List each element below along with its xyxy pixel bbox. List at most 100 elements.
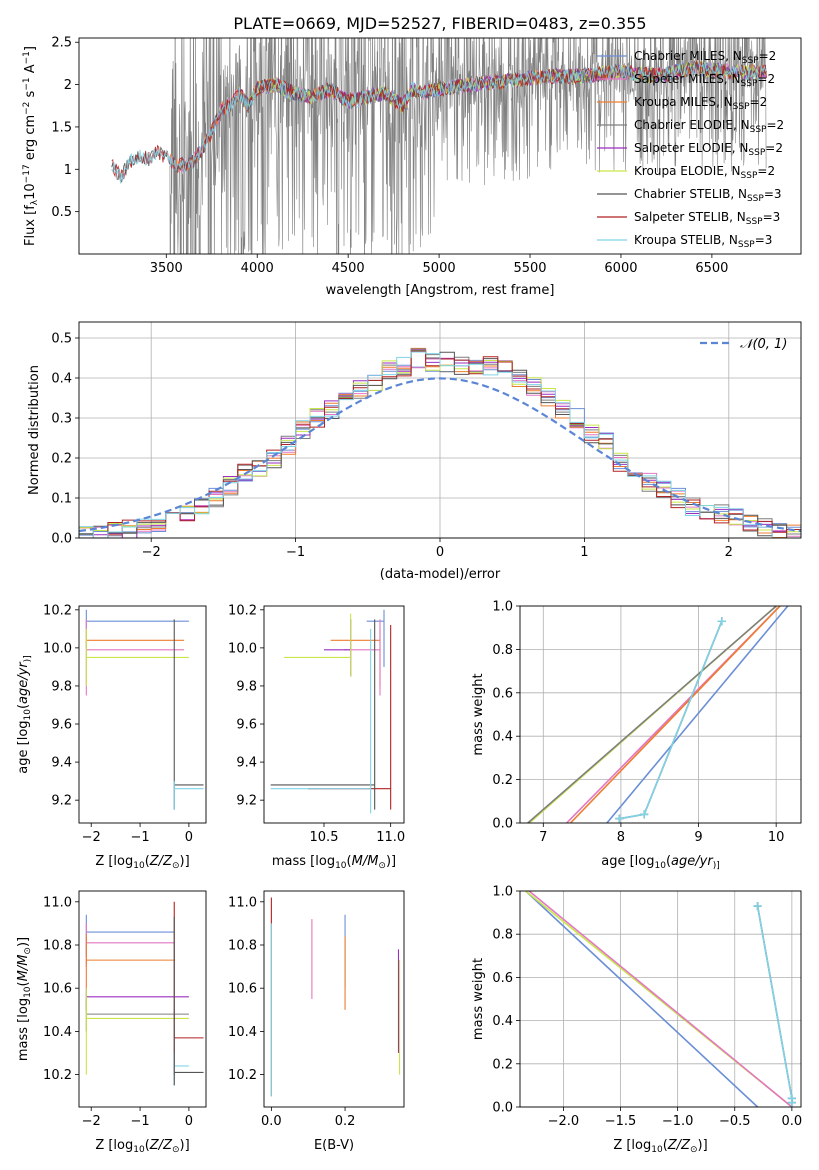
histogram-step (79, 351, 801, 538)
x-tick-label: 2 (725, 545, 733, 560)
y-tick-label: 9.8 (236, 679, 257, 694)
model-line-kroupa-stelib (111, 61, 767, 184)
y-tick-label: 2 (64, 78, 72, 93)
legend-label: Chabrier ELODIE, NSSP=2 (634, 118, 784, 135)
y-tick-label: 0.2 (51, 452, 72, 467)
x-tick-label: 10.5 (310, 830, 339, 845)
y-tick-label: 1.0 (492, 600, 513, 615)
y-tick-label: 0.2 (492, 773, 513, 788)
weight_vs_Z-axes: −2.0 −1.5 −1.0 −0.5 0.0 0.0 0.2 0.4 0.6 0.8 1.0 (492, 885, 802, 1130)
weight-line (569, 606, 781, 823)
y-tick-label: 0.5 (51, 205, 72, 220)
y-tick-label: 9.2 (51, 794, 72, 809)
x-tick-label: −1.5 (605, 1114, 637, 1129)
data-spectrum-line (169, 38, 767, 254)
weight_vs_age-xlabel: age [log10(age/yr)] (601, 854, 719, 871)
legend-label: Kroupa STELIB, NSSP=3 (634, 233, 772, 250)
y-tick-label: 10.6 (228, 982, 257, 997)
y-tick-label: 10.0 (228, 641, 257, 656)
age_vs_mass-xlabel: mass [log10(M/M⊙)] (272, 854, 396, 871)
x-tick-label: −1 (130, 830, 149, 845)
legend-label: 𝒩(0, 1) (740, 337, 787, 352)
x-tick-label: −0.5 (719, 1114, 751, 1129)
x-tick-label: −1 (130, 1114, 149, 1129)
spectrum-frame (78, 37, 802, 255)
y-tick-label: 10.2 (228, 603, 257, 618)
x-tick-label: −2 (82, 1114, 101, 1129)
spectrum-legend: Chabrier MILES, NSSP=2 Salpeter MILES, NS… (597, 49, 784, 250)
y-tick-label: 0.5 (51, 332, 72, 347)
y-tick-label: 9.4 (236, 756, 257, 771)
weight_vs_age-plot (527, 606, 789, 823)
y-tick-label: 2.5 (51, 36, 72, 51)
weight-line (756, 905, 793, 1103)
weight-marker (787, 1098, 796, 1107)
legend-label: Kroupa MILES, NSSP=2 (634, 95, 767, 112)
y-tick-label: 0.6 (492, 686, 513, 701)
gaussian-curve (79, 377, 801, 533)
mass_vs_Z-xlabel: Z [log10(Z/Z⊙)] (95, 1138, 189, 1155)
x-tick-label: −2 (82, 830, 101, 845)
y-tick-label: 10.2 (228, 1068, 257, 1083)
residuals-ylabel: Normed distribution (27, 365, 42, 495)
y-tick-label: 9.8 (51, 679, 72, 694)
y-tick-label: 1 (64, 163, 72, 178)
y-tick-label: 0.0 (492, 817, 513, 832)
x-tick-label: 11.0 (376, 830, 405, 845)
y-tick-label: 10.8 (228, 939, 257, 954)
weight-line (528, 891, 793, 1107)
x-tick-label: −2 (142, 545, 161, 560)
x-tick-label: 0.0 (261, 1114, 282, 1129)
x-tick-label: −1 (286, 545, 305, 560)
y-tick-label: 10.2 (43, 603, 72, 618)
mass_vs_Z-plot (85, 901, 204, 1086)
y-tick-label: 0.4 (492, 1014, 513, 1029)
y-tick-label: 0.6 (492, 971, 513, 986)
weight-marker (615, 814, 624, 823)
x-tick-label: 6500 (695, 261, 728, 276)
weight-marker (717, 617, 726, 626)
panels: 3500 4000 4500 5000 5500 6000 6500 0.5 1 1.5 2 2.5 C… (16, 36, 802, 1155)
x-tick-label: 9 (694, 830, 702, 845)
y-tick-label: 9.4 (51, 756, 72, 771)
y-tick-label: 0.0 (51, 532, 72, 547)
legend-label: Kroupa ELODIE, NSSP=2 (634, 164, 775, 181)
mass_vs_EBV-plot (270, 897, 401, 1097)
residuals-xlabel: (data-model)/error (380, 567, 501, 582)
mass_vs_Z-frame (78, 890, 207, 1108)
y-tick-label: 9.6 (236, 718, 257, 733)
y-tick-label: 0.4 (492, 730, 513, 745)
legend-label: Chabrier MILES, NSSP=2 (634, 49, 776, 66)
weight_vs_age-ylabel: mass weight (471, 673, 486, 755)
age_vs_mass-frame (263, 605, 405, 824)
spectrum-axes: 3500 4000 4500 5000 5500 6000 6500 0.5 1 1.5 2 2.5 (51, 36, 728, 276)
x-tick-label: 0 (185, 830, 193, 845)
x-tick-label: −1.0 (662, 1114, 694, 1129)
weight-line (525, 891, 759, 1107)
x-tick-label: 3500 (150, 261, 183, 276)
age_vs_Z-frame (78, 605, 207, 824)
mass_vs_EBV-xlabel: E(B-V) (314, 1138, 354, 1153)
x-tick-label: 0.2 (335, 1114, 356, 1129)
y-tick-label: 0.8 (492, 643, 513, 658)
residuals-plot (79, 347, 801, 538)
legend-label: Salpeter ELODIE, NSSP=2 (634, 141, 783, 158)
weight-marker (753, 902, 762, 911)
residuals-frame (78, 321, 802, 539)
mass_vs_EBV-frame (263, 890, 405, 1108)
x-tick-label: 10 (768, 830, 785, 845)
histogram-step (79, 350, 801, 538)
y-tick-label: 1.0 (492, 885, 513, 900)
y-tick-label: 10.0 (43, 641, 72, 656)
y-tick-label: 11.0 (228, 895, 257, 910)
x-tick-label: 5500 (513, 261, 546, 276)
weight-marker (640, 810, 649, 819)
legend-label: Chabrier STELIB, NSSP=3 (634, 187, 782, 204)
y-tick-label: 9.6 (51, 718, 72, 733)
y-tick-label: 1.5 (51, 120, 72, 135)
x-tick-label: 5000 (423, 261, 456, 276)
x-tick-label: 1 (580, 545, 588, 560)
legend-label: Salpeter MILES, NSSP=2 (634, 72, 775, 89)
weight-line (527, 606, 777, 823)
y-tick-label: 10.2 (43, 1068, 72, 1083)
